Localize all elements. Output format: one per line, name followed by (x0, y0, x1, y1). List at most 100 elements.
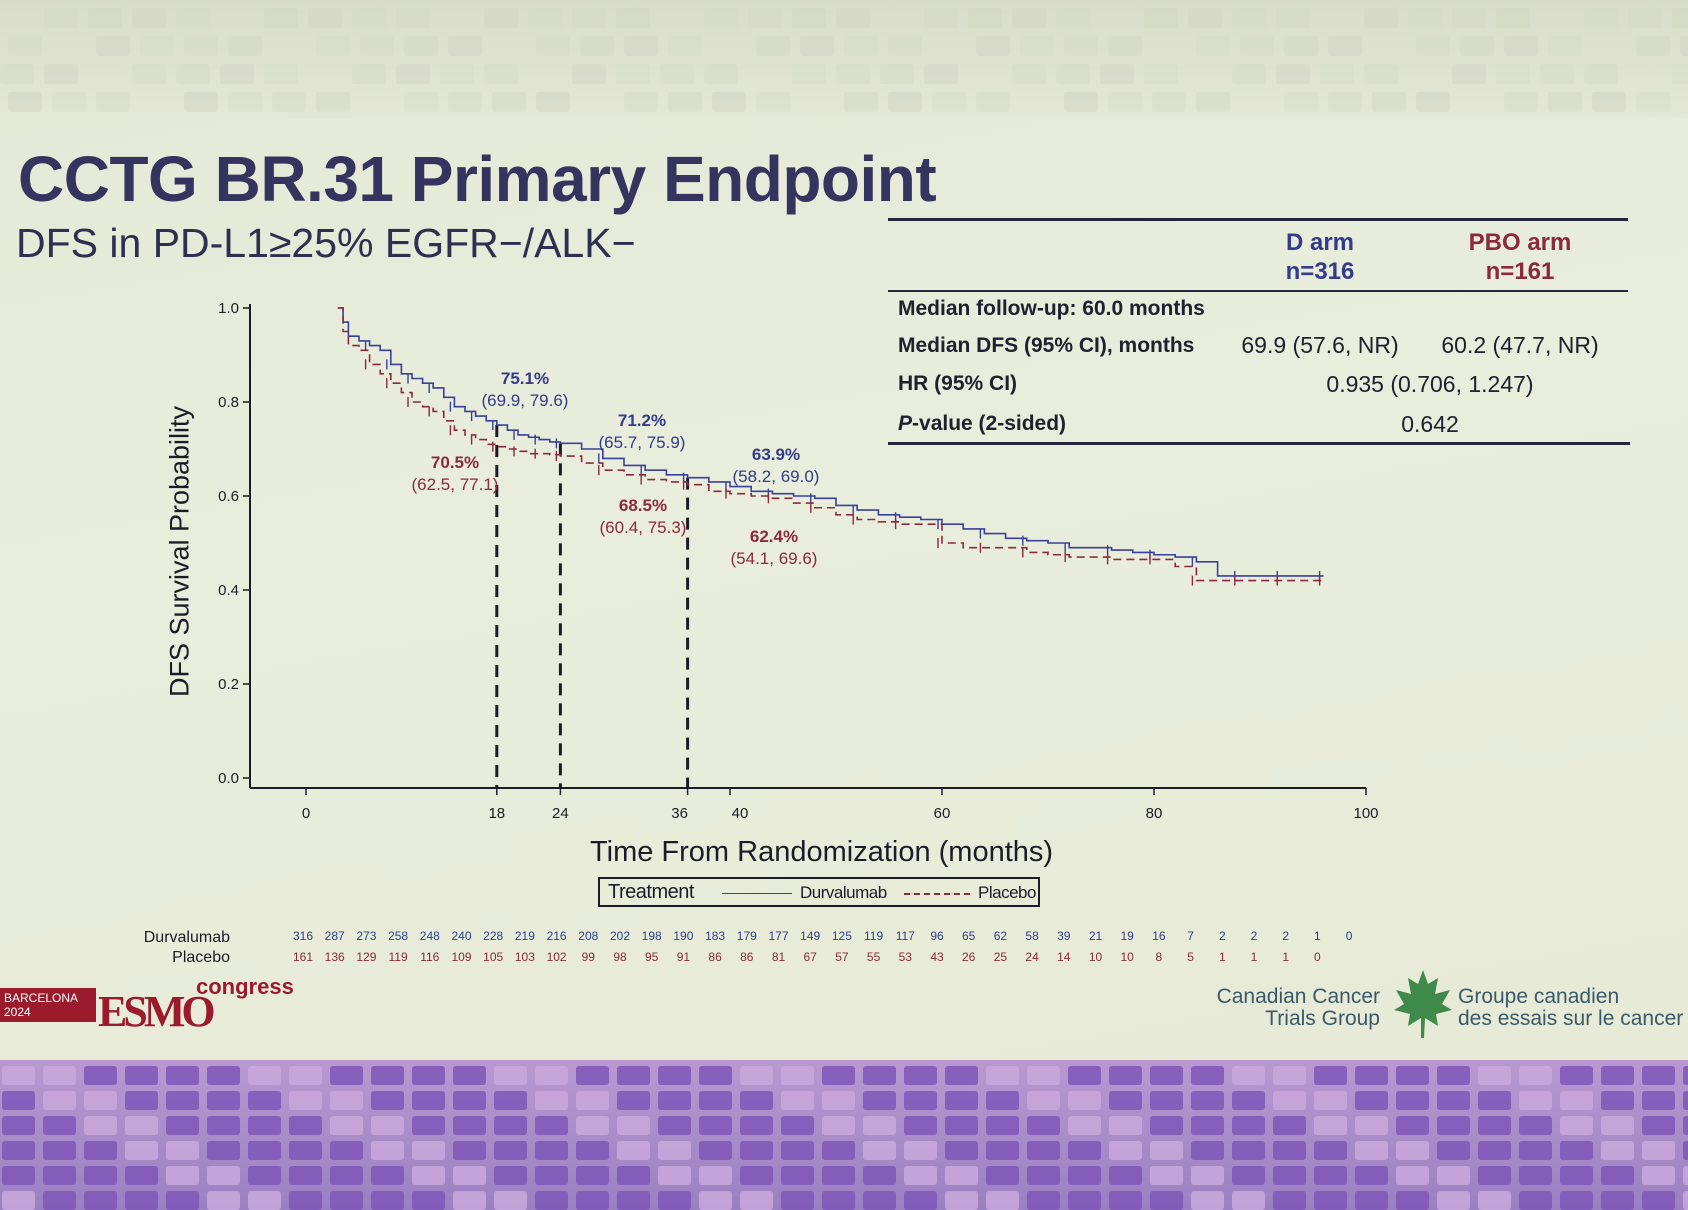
top-pattern-square (572, 8, 606, 28)
floor-pattern-square (617, 1191, 650, 1210)
risk-count: 21 (1088, 929, 1103, 943)
floor-pattern-square (494, 1066, 527, 1085)
floor-pattern-square (1396, 1166, 1429, 1185)
slide-subtitle: DFS in PD-L1≥25% EGFR−/ALK− (16, 220, 636, 266)
floor-pattern-square (1068, 1091, 1101, 1110)
floor-pattern-square (330, 1141, 363, 1160)
top-pattern-square (492, 92, 526, 112)
floor-pattern-square (494, 1191, 527, 1210)
floor-pattern-square (125, 1191, 158, 1210)
floor-pattern-square (166, 1141, 199, 1160)
floor-pattern-square (945, 1066, 978, 1085)
floor-pattern-square (781, 1066, 814, 1085)
floor-pattern-square (494, 1166, 527, 1185)
annotation-pct: 62.4% (750, 527, 798, 546)
floor-pattern-square (371, 1066, 404, 1085)
floor-pattern-square (1027, 1191, 1060, 1210)
annotation-pct: 75.1% (501, 369, 549, 388)
top-pattern-square (880, 64, 914, 84)
top-pattern-square (52, 92, 86, 112)
floor-pattern-square (863, 1116, 896, 1135)
floor-pattern-square (1150, 1116, 1183, 1135)
legend-durvalumab-swatch (722, 893, 792, 894)
floor-pattern-square (1355, 1141, 1388, 1160)
top-pattern-square (836, 8, 870, 28)
floor-pattern-square (535, 1191, 568, 1210)
floor-pattern-square (1191, 1091, 1224, 1110)
floor-pattern-square (289, 1141, 322, 1160)
floor-pattern-square (617, 1166, 650, 1185)
floor-pattern-square (1068, 1166, 1101, 1185)
floor-pattern-square (740, 1191, 773, 1210)
floor-pattern-square (1396, 1141, 1429, 1160)
floor-pattern-square (412, 1191, 445, 1210)
top-pattern-square (1188, 8, 1222, 28)
top-pattern-square (1584, 8, 1618, 28)
floor-pattern-square (576, 1166, 609, 1185)
top-pattern-square (572, 64, 606, 84)
floor-pattern-square (412, 1166, 445, 1185)
curve-annotations: 75.1% (69.9, 79.6) 70.5% (62.5, 77.1) 71.2% (… (412, 369, 820, 568)
top-pattern-square (580, 36, 614, 56)
top-pattern-square (800, 36, 834, 56)
risk-count: 149 (800, 929, 821, 943)
slide: CCTG BR.31 Primary Endpoint DFS in PD-L1… (0, 0, 1688, 1060)
floor-pattern-square (494, 1116, 527, 1135)
floor-pattern-square (1191, 1066, 1224, 1085)
floor-pattern-square (166, 1066, 199, 1085)
floor-pattern-square (1109, 1141, 1142, 1160)
top-pattern-square (352, 64, 386, 84)
floor-pattern-square (248, 1066, 281, 1085)
floor-pattern-square (658, 1066, 691, 1085)
floor-pattern-square (248, 1091, 281, 1110)
floor-pattern-square (781, 1091, 814, 1110)
cctg-english-name: Canadian Cancer Trials Group (1215, 986, 1380, 1030)
top-pattern-square (140, 36, 174, 56)
km-chart: 0.0 0.2 0.4 0.6 0.8 1.0 0 18 24 36 40 60 80 100 75.1%… (218, 300, 1378, 822)
top-pattern-square (8, 36, 42, 56)
floor-pattern-square (207, 1191, 240, 1210)
top-pattern-square (1680, 36, 1688, 56)
risk-count: 125 (831, 929, 852, 943)
floor-pattern-square (535, 1166, 568, 1185)
floor-pattern-square (84, 1191, 117, 1210)
floor-pattern-square (330, 1191, 363, 1210)
floor-pattern-square (535, 1141, 568, 1160)
top-pattern-square (624, 92, 658, 112)
floor-pattern-square (1068, 1116, 1101, 1135)
floor-pattern-square (1683, 1191, 1688, 1210)
top-pattern-square (1144, 8, 1178, 28)
floor-pattern-square (1396, 1191, 1429, 1210)
annotation-ci: (69.9, 79.6) (482, 391, 569, 410)
top-pattern-square (1416, 36, 1450, 56)
floor-pattern-square (1519, 1166, 1552, 1185)
risk-count: 16 (1152, 929, 1166, 943)
risk-count: 26 (962, 950, 976, 964)
floor-pattern-square (945, 1166, 978, 1185)
top-pattern-square (1152, 92, 1186, 112)
risk-count: 86 (708, 950, 722, 964)
chart-axes: 0.0 0.2 0.4 0.6 0.8 1.0 0 18 24 36 40 60 80 100 (218, 300, 1378, 822)
floor-pattern-square (945, 1191, 978, 1210)
y-tick-label: 0.6 (218, 488, 239, 505)
floor-pattern-square (1560, 1091, 1593, 1110)
floor-pattern-square (453, 1116, 486, 1135)
floor-pattern-square (1683, 1141, 1688, 1160)
risk-count: 248 (419, 929, 440, 943)
floor-pattern-square (699, 1166, 732, 1185)
floor-pattern-square (1355, 1091, 1388, 1110)
legend: Treatment Durvalumab Placebo (598, 877, 1040, 907)
floor-pattern-square (1273, 1141, 1306, 1160)
floor-pattern-square (1601, 1091, 1634, 1110)
top-pattern-square (1196, 36, 1230, 56)
floor-pattern-square (1314, 1166, 1347, 1185)
floor-pattern-square (289, 1066, 322, 1085)
floor-pattern-square (453, 1166, 486, 1185)
top-pattern-square (1100, 64, 1134, 84)
top-pattern-square (44, 64, 78, 84)
floor-pattern-square (43, 1066, 76, 1085)
floor-pattern-square (1683, 1166, 1688, 1185)
floor-pattern-square (658, 1141, 691, 1160)
top-pattern-square (624, 36, 658, 56)
risk-count: 7 (1187, 929, 1194, 943)
